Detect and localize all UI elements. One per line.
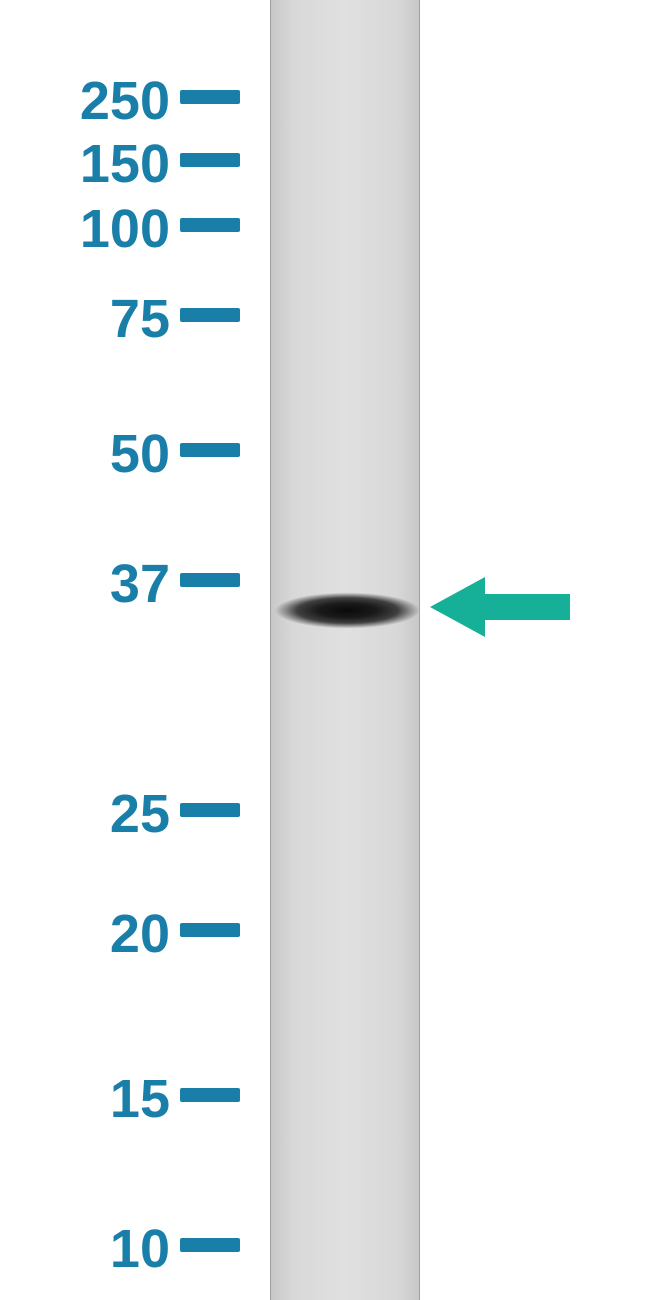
marker-50-label: 50 <box>110 423 170 485</box>
indicator-arrow <box>430 572 570 647</box>
marker-20-label: 20 <box>110 903 170 965</box>
gel-lane <box>270 0 420 1300</box>
marker-25-label: 25 <box>110 783 170 845</box>
western-blot-figure: 250 150 100 75 50 37 25 20 15 10 <box>0 0 650 1300</box>
marker-100-label: 100 <box>80 198 170 260</box>
marker-250-label: 250 <box>80 70 170 132</box>
marker-37-label: 37 <box>110 553 170 615</box>
marker-100-dash <box>180 218 240 232</box>
marker-10-dash <box>180 1238 240 1252</box>
marker-25-dash <box>180 803 240 817</box>
marker-75-dash <box>180 308 240 322</box>
marker-150-label: 150 <box>80 133 170 195</box>
arrow-icon <box>430 577 570 637</box>
protein-band <box>275 588 420 633</box>
marker-150-dash <box>180 153 240 167</box>
marker-250-dash <box>180 90 240 104</box>
marker-50-dash <box>180 443 240 457</box>
marker-20-dash <box>180 923 240 937</box>
marker-15-dash <box>180 1088 240 1102</box>
marker-10-label: 10 <box>110 1218 170 1280</box>
marker-37-dash <box>180 573 240 587</box>
marker-15-label: 15 <box>110 1068 170 1130</box>
marker-75-label: 75 <box>110 288 170 350</box>
